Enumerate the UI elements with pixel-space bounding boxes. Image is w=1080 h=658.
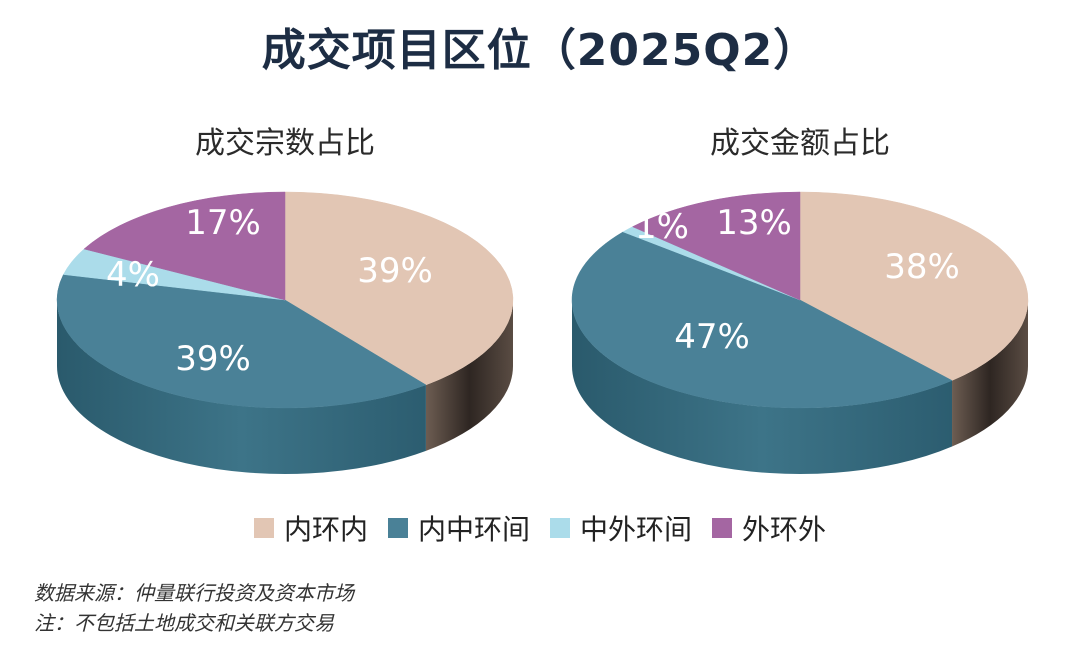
legend-label: 外环外 (742, 513, 827, 546)
left-pie-title: 成交宗数占比 (195, 126, 375, 161)
legend-label: 内环内 (283, 513, 368, 546)
side-inner-middle (57, 300, 426, 474)
data-label-middle-outer: 1% (635, 207, 689, 247)
pie-side (57, 300, 513, 474)
legend-swatch (712, 518, 733, 538)
right-pie-title: 成交金额占比 (710, 126, 890, 161)
slice-inner (799, 191, 1029, 381)
legend-swatch (387, 518, 408, 538)
pie-top (571, 191, 1029, 409)
slice-inner-middle (56, 274, 427, 409)
data-label-outer: 17% (185, 203, 261, 243)
legend-swatch (253, 518, 274, 538)
side-inner (425, 300, 513, 451)
data-label-inner-middle: 39% (175, 339, 251, 379)
legend: 内环内 内中环间 中外环间 外环外 (0, 508, 1080, 548)
slice-inner (284, 191, 514, 386)
legend-item-middle-outer: 中外环间 (550, 508, 692, 548)
legend-item-inner-middle: 内中环间 (387, 508, 530, 548)
data-label-inner: 38% (884, 247, 960, 287)
legend-label: 中外环间 (580, 513, 693, 546)
slice-outer (83, 191, 286, 301)
pie-top (56, 191, 514, 409)
data-label-middle-outer: 4% (106, 255, 160, 295)
chart-title: 成交项目区位（2025Q2） (261, 25, 819, 76)
legend-item-outer: 外环外 (712, 508, 826, 548)
footnotes: 数据来源：仲量联行投资及资本市场 注：不包括土地成交和关联方交易 (34, 578, 354, 638)
source-note: 数据来源：仲量联行投资及资本市场 (34, 581, 354, 605)
legend-label: 内中环间 (417, 513, 530, 546)
side-inner-middle (572, 300, 953, 474)
side-inner (952, 300, 1028, 447)
data-label-outer: 13% (716, 203, 792, 243)
pie-left: 39% 39% 4% 17% (56, 191, 514, 474)
pie-side (572, 300, 1028, 474)
slice-inner-middle (571, 231, 953, 409)
exclusion-note: 注：不包括土地成交和关联方交易 (34, 611, 334, 635)
pie-right: 38% 47% 1% 13% (571, 191, 1029, 474)
data-label-inner-middle: 47% (674, 317, 750, 357)
legend-swatch (550, 518, 570, 538)
legend-item-inner: 内环内 (253, 508, 368, 548)
slice-outer (631, 191, 801, 301)
data-label-inner: 39% (357, 251, 433, 291)
